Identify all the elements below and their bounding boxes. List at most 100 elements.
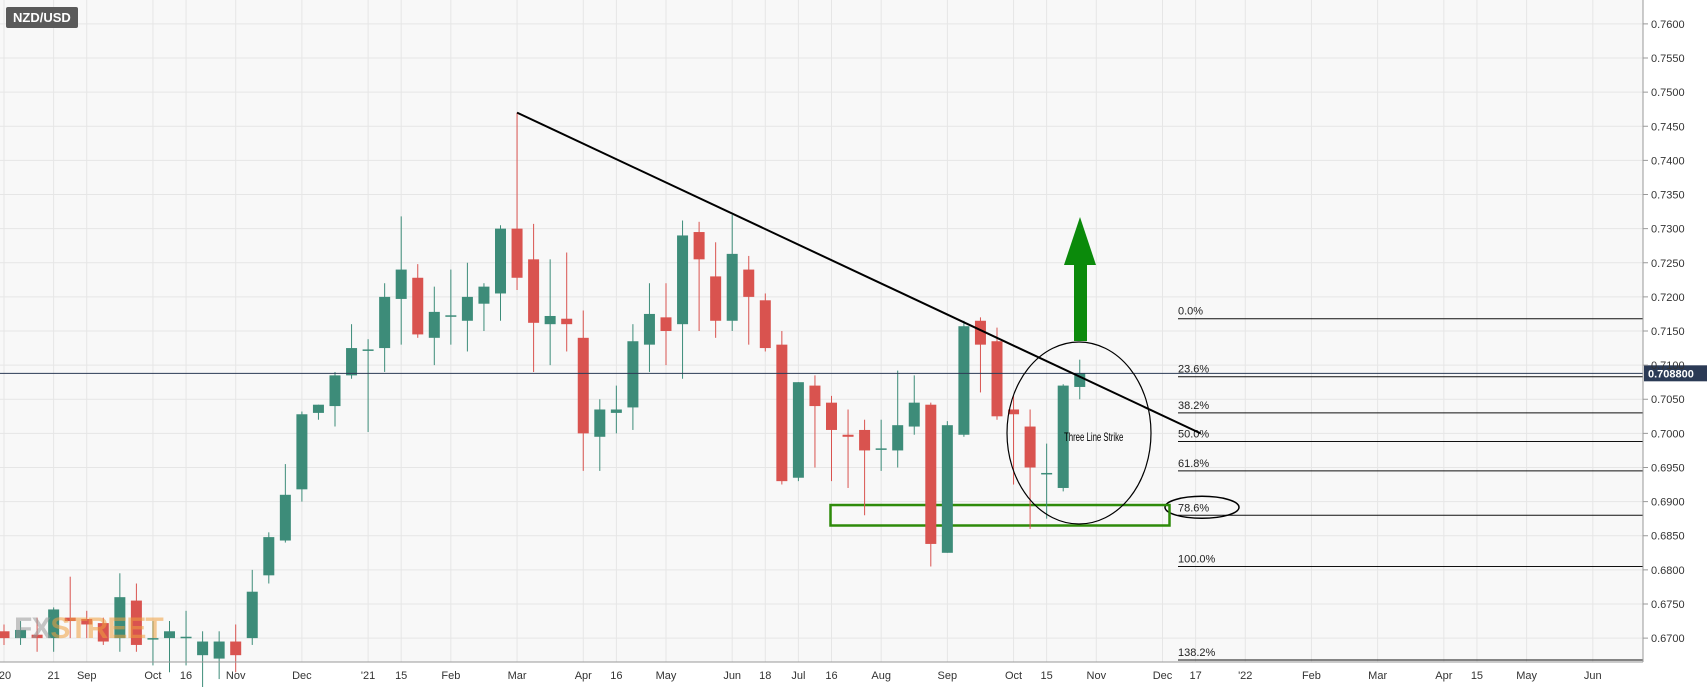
candle-bullish: [892, 425, 904, 451]
candle-bearish: [1024, 426, 1036, 468]
time-tick-label: Apr: [1435, 670, 1452, 682]
time-tick-label: Sep: [938, 670, 958, 682]
time-tick-label: 18: [759, 670, 771, 682]
time-tick-label: Sep: [77, 670, 97, 682]
candle-bullish: [908, 402, 920, 427]
candle-bullish: [147, 638, 159, 640]
candle-bearish: [660, 317, 672, 331]
fxstreet-logo: FXSTREET: [14, 612, 164, 646]
candle-bullish: [263, 537, 275, 576]
price-tick-label: 0.7150: [1651, 326, 1685, 338]
price-axis[interactable]: 0.6700 0.6750 0.6800 0.6850 0.6900 0.6950 0.70…: [1642, 0, 1685, 662]
time-tick-label: Jun: [1584, 670, 1602, 682]
candle-bearish: [577, 337, 589, 434]
fib-label: 0.0%: [1178, 306, 1203, 318]
candle-bullish: [279, 494, 291, 541]
candle-bullish: [180, 636, 192, 639]
candle-bullish: [428, 311, 440, 338]
time-tick-label: Oct: [1005, 670, 1022, 682]
candles: [0, 112, 1086, 687]
time-tick-label: Oct: [144, 670, 161, 682]
candle-bearish: [743, 269, 755, 297]
candle-bullish: [495, 228, 506, 294]
price-tick-label: 0.7500: [1651, 87, 1685, 99]
candle-bearish: [925, 404, 937, 544]
candle-bearish: [809, 385, 821, 407]
price-tick-label: 0.7450: [1651, 121, 1685, 133]
fib-label: 23.6%: [1178, 364, 1209, 376]
candle-bullish: [958, 326, 970, 435]
time-tick-label: Mar: [508, 670, 527, 682]
candle-bearish: [991, 341, 1003, 417]
time-tick-label: 21: [48, 670, 60, 682]
time-tick-label: Dec: [1153, 670, 1173, 682]
support-zone-rect: [829, 503, 1171, 527]
fib-label: 50.0%: [1178, 429, 1209, 441]
price-tick-label: 0.7550: [1651, 53, 1685, 65]
candle-bullish: [445, 315, 457, 317]
logo-suffix: STREET: [50, 612, 163, 645]
candle-bearish: [0, 631, 10, 639]
candle-bullish: [114, 597, 126, 639]
time-tick-label: '20: [0, 670, 11, 682]
up-arrow: [1064, 217, 1096, 341]
candle-bearish: [859, 429, 871, 451]
candle-bullish: [461, 296, 473, 321]
time-tick-label: 15: [1471, 670, 1483, 682]
fibonacci-levels: 0.0% 23.6% 38.2% 50.0% 61.8% 78.6% 100.0% 138.2…: [1164, 306, 1643, 661]
symbol-label[interactable]: NZD/USD: [6, 7, 78, 28]
candle-bearish: [710, 276, 722, 321]
candle-bullish: [627, 341, 639, 408]
candle-bearish: [81, 619, 93, 625]
candle-bullish: [677, 235, 689, 325]
candle-bullish: [726, 253, 738, 321]
candle-bullish: [544, 315, 556, 325]
time-tick-label: Apr: [575, 670, 592, 682]
candle-bullish: [296, 414, 308, 490]
price-tick-label: 0.6950: [1651, 462, 1685, 474]
candle-bearish: [528, 259, 540, 323]
candle-bearish: [974, 320, 986, 345]
candle-bullish: [197, 641, 209, 656]
candle-bearish: [412, 277, 424, 335]
candle-bullish: [478, 286, 490, 304]
candle-bullish: [312, 404, 324, 413]
candle-bearish: [230, 641, 242, 656]
time-axis[interactable]: '20 21 Sep Oct 16 Nov Dec '21 15 Feb Mar Apr 16 May Ju…: [0, 661, 1643, 682]
fib-highlight-ellipse: [1164, 495, 1240, 520]
candle-bullish: [213, 641, 225, 659]
candle-bullish: [164, 631, 175, 639]
time-tick-label: 15: [395, 670, 407, 682]
candle-bearish: [759, 300, 771, 349]
price-tick-label: 0.6850: [1651, 531, 1685, 543]
candle-bullish: [875, 448, 887, 450]
candle-bullish: [643, 313, 655, 345]
candle-bearish: [511, 228, 523, 278]
candle-bullish: [1057, 385, 1069, 488]
candle-bearish: [97, 623, 109, 642]
time-tick-label: 15: [1041, 670, 1053, 682]
candle-bearish: [842, 434, 854, 437]
candle-bullish: [1041, 472, 1053, 475]
fib-label: 138.2%: [1178, 647, 1216, 659]
time-tick-label: 16: [180, 670, 192, 682]
candle-bearish: [1008, 409, 1020, 415]
price-tick-label: 0.6700: [1651, 633, 1685, 645]
fib-label: 78.6%: [1178, 502, 1209, 514]
time-tick-label: Feb: [1302, 670, 1321, 682]
candle-bullish: [346, 348, 358, 376]
price-tick-label: 0.7000: [1651, 428, 1685, 440]
candle-bullish: [246, 591, 258, 639]
candle-bullish: [941, 425, 953, 553]
price-tick-label: 0.7050: [1651, 394, 1685, 406]
candle-bearish: [826, 402, 837, 430]
time-tick-label: May: [1516, 670, 1537, 682]
candle-bullish: [1074, 373, 1086, 387]
current-price-label: 0.708800: [1648, 368, 1694, 380]
annotations: 0.708800 Three Line Strike: [0, 111, 1707, 525]
fib-label: 61.8%: [1178, 458, 1209, 470]
time-tick-label: Nov: [226, 670, 246, 682]
price-tick-label: 0.7100: [1651, 360, 1685, 372]
candle-bullish: [362, 349, 374, 351]
